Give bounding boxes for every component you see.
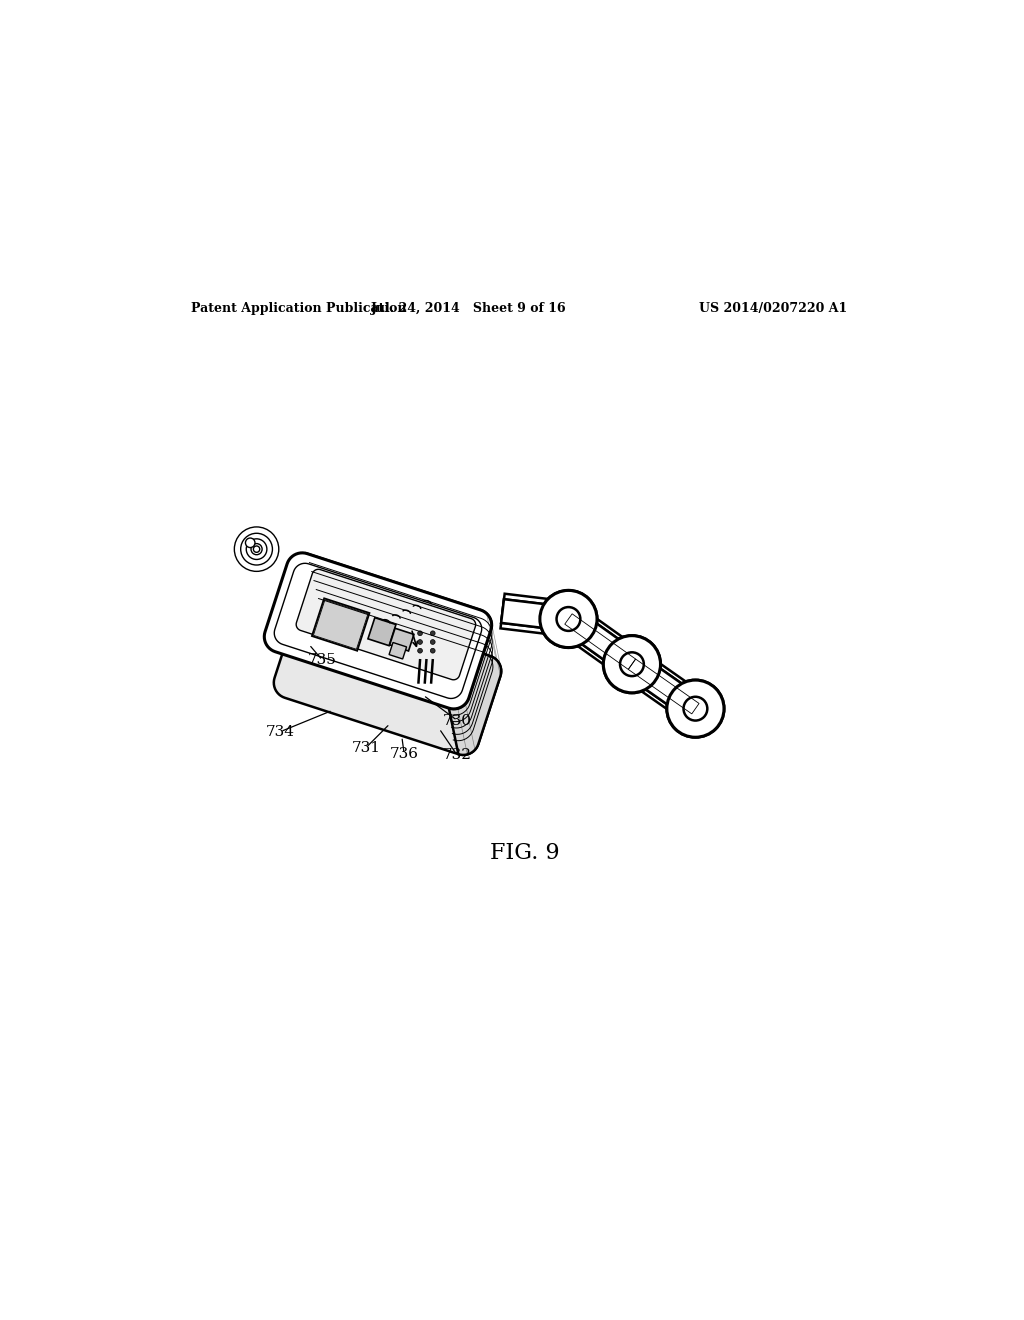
Circle shape	[667, 680, 724, 738]
Text: 736: 736	[390, 747, 419, 760]
Bar	[559, 606, 642, 677]
Circle shape	[430, 640, 435, 644]
Bar	[389, 643, 407, 659]
Polygon shape	[296, 569, 476, 680]
Circle shape	[621, 652, 644, 676]
Circle shape	[418, 648, 423, 653]
Circle shape	[621, 652, 644, 676]
Text: 732: 732	[442, 748, 472, 763]
Bar	[501, 599, 570, 631]
Bar	[625, 653, 702, 719]
Text: FIG. 9: FIG. 9	[490, 842, 559, 865]
Circle shape	[684, 697, 708, 721]
Text: 730: 730	[442, 714, 472, 727]
Bar	[565, 614, 636, 669]
Text: Patent Application Publication: Patent Application Publication	[191, 302, 407, 315]
Circle shape	[667, 680, 724, 738]
Text: 735: 735	[308, 653, 337, 667]
Text: Jul. 24, 2014   Sheet 9 of 16: Jul. 24, 2014 Sheet 9 of 16	[372, 302, 567, 315]
Bar	[561, 609, 639, 675]
Text: 734: 734	[266, 725, 295, 739]
Circle shape	[253, 546, 260, 552]
Bar	[501, 599, 570, 631]
Bar	[312, 598, 370, 651]
Circle shape	[430, 631, 435, 636]
Polygon shape	[274, 564, 481, 698]
Bar	[368, 618, 396, 645]
Bar	[313, 599, 368, 649]
Circle shape	[603, 636, 660, 693]
Circle shape	[603, 636, 660, 693]
Circle shape	[557, 607, 581, 631]
Bar	[629, 659, 699, 714]
Text: 731: 731	[351, 741, 381, 755]
Polygon shape	[307, 553, 501, 755]
Polygon shape	[264, 553, 492, 709]
Circle shape	[246, 539, 255, 548]
Bar	[501, 594, 570, 636]
Bar	[390, 628, 414, 651]
Circle shape	[418, 631, 423, 636]
Bar	[561, 609, 639, 675]
Circle shape	[684, 697, 708, 721]
Text: US 2014/0207220 A1: US 2014/0207220 A1	[699, 302, 848, 315]
Circle shape	[540, 590, 597, 648]
Circle shape	[430, 648, 435, 653]
Circle shape	[557, 607, 581, 631]
Bar	[623, 651, 705, 722]
Circle shape	[418, 640, 423, 644]
Bar	[625, 653, 702, 719]
Polygon shape	[273, 599, 501, 755]
Circle shape	[540, 590, 597, 648]
